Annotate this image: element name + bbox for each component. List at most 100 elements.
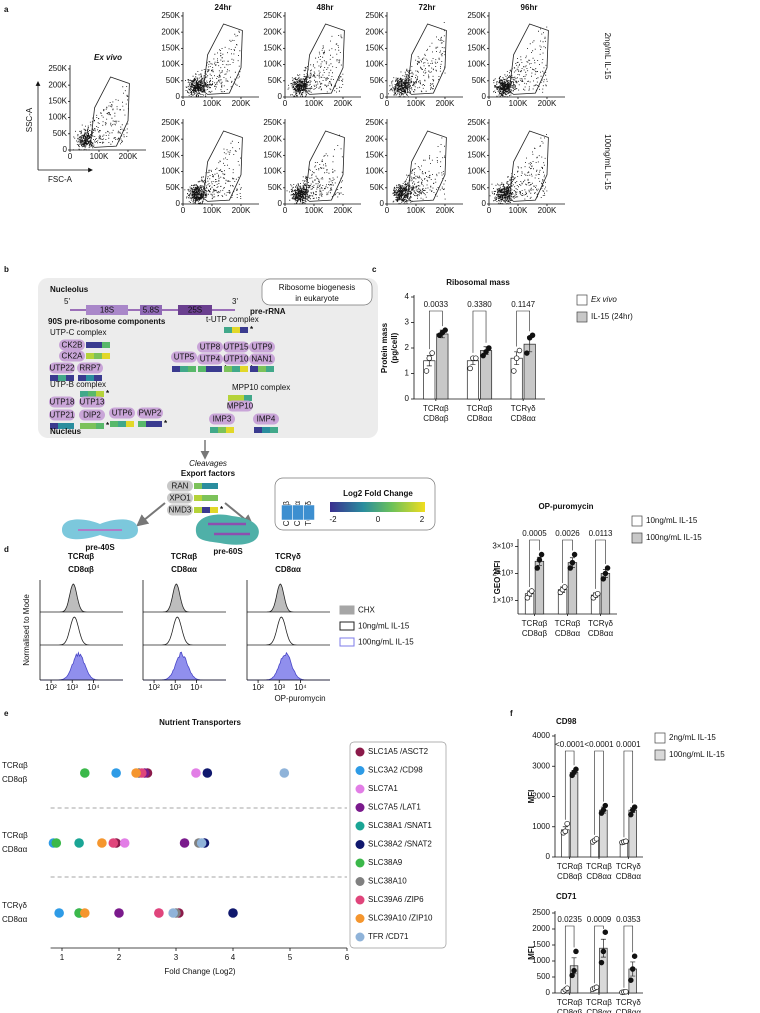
x-tick-label: TCRαβ [555,619,581,628]
y-tick-label: 250K [467,11,486,20]
y-tick-label: 0 [278,199,283,208]
y-tick-label: 150K [467,150,486,159]
protein-label: UTP13 [80,398,105,407]
event-dots [388,22,446,98]
legend-swatch [654,749,666,761]
data-point [467,365,473,372]
label: 3' [232,297,238,306]
x-tick-label: TCRαβ [557,862,583,871]
dot [168,908,178,918]
x-tick-label: 2 [117,953,122,962]
protein [59,350,85,362]
x-axis-label: Fold Change (Log2) [164,967,235,976]
y-tick-label: 0 [380,199,385,208]
heat-cell [146,421,154,427]
y-tick-label: 0 [63,145,68,154]
legend-label: SLC3A2 /CD98 [368,766,423,775]
data-point [631,804,638,810]
y-tick-label: 50K [370,183,385,192]
protein-label: XPO1 [169,494,191,503]
protein [137,407,163,419]
x-tick-label: 200K [538,99,557,108]
y-tick-label: 1500 [532,940,550,949]
y-tick-label: 150K [161,150,180,159]
scale-tick: -2 [329,515,337,524]
legend-label: 10ng/mL IL-15 [646,516,698,525]
y-axis-label: MFI [527,790,536,804]
x-tick-label: CD8αβ [557,872,583,881]
x-tick-label: 100K [305,99,324,108]
label: pre-60S [213,547,243,556]
dot [196,838,207,848]
legend-swatch [631,532,643,544]
x-tick-label: 4 [231,953,236,962]
chart-title: Nutrient Transporters [159,718,241,727]
heat-cell [281,504,293,521]
rrna-segment [178,305,212,315]
protein [49,409,75,421]
protein-label: UTP9 [252,343,273,352]
data-point [594,590,601,597]
data-point [564,820,570,827]
x-tick-label: 0 [181,206,186,215]
gate [508,130,549,202]
heat-cell [78,375,86,381]
x-tick-label: 100K [407,99,426,108]
x-tick-label: 200K [232,99,251,108]
error-bar [600,938,606,958]
protein [59,339,85,351]
legend-label: SLC7A1 [368,784,398,793]
y-tick-label: 200K [365,134,384,143]
heat-cell [50,375,58,381]
legend-label: SLC38A1 /SNAT1 [368,821,432,830]
complex-label: UTP-C complex [50,328,106,337]
x-tick-label: 200K [436,206,455,215]
heat-cell [206,366,214,372]
gate [406,23,447,95]
gate [508,23,549,95]
x-tick-label: 0 [68,152,73,161]
legend-swatch [576,311,588,323]
star: * [106,421,110,430]
histogram [143,651,226,681]
heat-cell [194,495,202,501]
heat-cell [202,483,210,489]
x-tick-label: CD8αα [467,414,493,423]
heat-cell [66,375,74,381]
y-tick-label: 50K [53,129,68,138]
y-axis-label: SSC-A [25,107,34,132]
data-point [569,559,576,566]
y-tick-label: 200K [263,27,282,36]
y-tick-label: 0 [176,92,181,101]
heat-cell [218,427,226,433]
y-tick-label: 2500 [532,908,550,917]
x-axis-label: OP-puromycin [274,694,325,703]
data-point [511,368,517,374]
panel-title: TCRαβ [171,552,197,561]
p-value: 0.0001 [616,740,641,749]
bracket [429,310,443,350]
bar [569,771,579,858]
p-value: 0.3380 [467,300,492,309]
heat-cell [118,421,126,427]
complex-label: t-UTP complex [206,315,259,324]
x-tick-label: TCRγδ [511,404,536,413]
y-tick-label: 100K [467,167,486,176]
p-value: 0.0113 [589,529,613,538]
row-label: TCRαβ [2,831,28,840]
protein [171,351,197,363]
event-dots [185,30,241,98]
y-tick-label: 3×10³ [492,542,513,551]
protein [49,396,75,408]
y-tick-label: 100K [263,60,282,69]
histogram [40,616,123,646]
row-label: 2ng/mL IL-15 [603,33,612,80]
y-tick-label: 50K [472,76,487,85]
label: 5' [64,297,70,306]
data-point [429,350,435,356]
protein [209,413,235,425]
heat-cell [138,421,146,427]
x-tick-label: 10² [45,683,57,692]
label: pre-40S [85,543,115,552]
legend-label: IL-15 (24hr) [591,312,633,321]
